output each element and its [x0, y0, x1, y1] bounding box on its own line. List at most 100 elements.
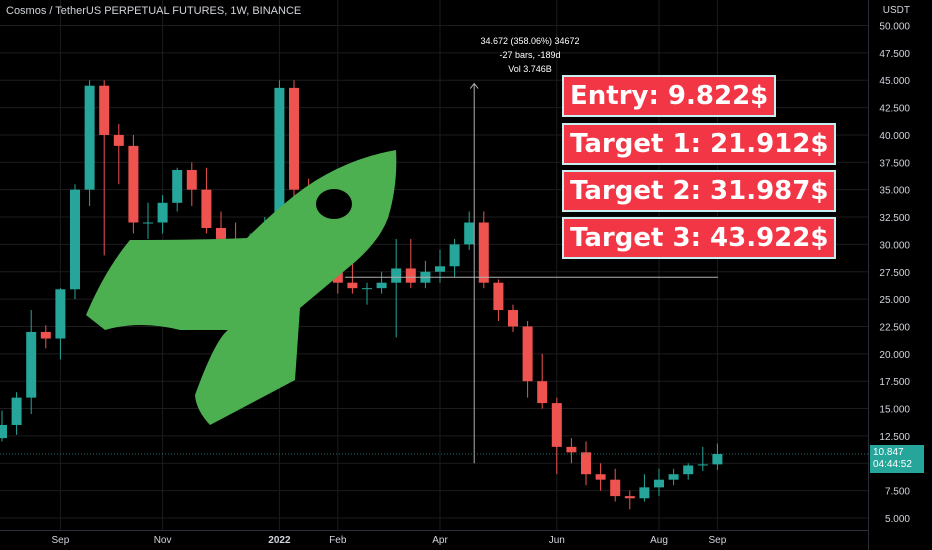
price-tick-label: 5.000 — [885, 514, 910, 525]
candle-body — [128, 145, 139, 223]
candle — [11, 392, 22, 435]
measure-label: 34.672 (358.06%) 34672 -27 bars, -189d V… — [468, 34, 592, 76]
candle — [157, 195, 168, 234]
candle-body — [449, 244, 460, 267]
candle — [55, 288, 66, 360]
candle — [522, 321, 533, 398]
measure-arrow-head — [469, 82, 479, 89]
candle-body — [537, 381, 548, 404]
time-tick-label: Feb — [329, 535, 347, 546]
candle-body — [40, 331, 51, 339]
price-tick-label: 50.000 — [879, 22, 910, 33]
time-tick-label: Nov — [154, 535, 172, 546]
candle — [420, 260, 431, 289]
candle-body — [391, 268, 402, 283]
candle-body — [26, 331, 37, 398]
candle-body — [697, 464, 708, 466]
price-tick-label: 40.000 — [879, 131, 910, 142]
candle — [566, 438, 577, 464]
candle — [683, 463, 694, 480]
candle — [186, 162, 197, 207]
time-tick-label: 2022 — [268, 535, 291, 546]
candle — [201, 167, 212, 234]
candle — [362, 282, 372, 305]
candle-body — [610, 479, 621, 497]
candle — [595, 463, 606, 491]
price-tick-label: 15.000 — [879, 405, 910, 416]
candle-body — [712, 454, 723, 465]
candle — [70, 184, 80, 300]
price-tick-label: 20.000 — [879, 350, 910, 361]
candle — [697, 446, 708, 471]
time-axis[interactable]: Sep Nov 2022 Feb Apr Jun Aug Sep — [0, 530, 868, 547]
candle — [449, 238, 460, 278]
candle-body — [172, 169, 183, 203]
candle-body — [55, 289, 66, 339]
candle-body — [84, 85, 95, 190]
price-tick-label: 37.500 — [879, 158, 910, 169]
entry-callout: Entry: 9.822$ — [562, 75, 777, 117]
symbol-title: Cosmos / TetherUS PERPETUAL FUTURES, 1W,… — [6, 5, 302, 17]
candle — [624, 490, 635, 510]
candle-body — [186, 169, 197, 190]
candle-body — [566, 446, 577, 453]
time-tick-label: Jun — [549, 535, 565, 546]
candle-body — [274, 87, 285, 239]
candle-body — [376, 282, 387, 289]
target-1-callout: Target 1: 21.912$ — [562, 123, 837, 165]
candle-body — [464, 222, 475, 245]
last-price-value: 10.847 — [873, 447, 904, 458]
candle-body — [551, 403, 562, 447]
candle — [172, 167, 183, 212]
candle-body — [289, 87, 299, 190]
candle-body — [683, 465, 694, 475]
time-tick-label: Sep — [52, 535, 70, 546]
candle — [99, 80, 110, 256]
candle-body — [70, 189, 80, 290]
measure-volume: Vol 3.746B — [508, 64, 552, 74]
rocket-icon — [86, 150, 397, 425]
target-3-callout: Target 3: 43.922$ — [562, 217, 837, 259]
candle — [0, 410, 7, 442]
candle — [113, 124, 124, 185]
candle — [478, 211, 489, 289]
candle-body — [11, 397, 22, 425]
candle — [668, 468, 679, 486]
candle-body — [405, 268, 416, 283]
candle — [391, 238, 402, 338]
price-tick-label: 25.000 — [879, 295, 910, 306]
candle — [128, 134, 139, 234]
candle — [376, 271, 387, 294]
measure-price-change: 34.672 (358.06%) 34672 — [480, 36, 580, 46]
candle — [508, 304, 518, 332]
price-tick-label: 7.500 — [885, 487, 910, 498]
candle — [435, 249, 445, 283]
price-tick-label: 27.500 — [879, 268, 910, 279]
candle-body — [0, 424, 7, 439]
bar-countdown: 04:44:52 — [873, 459, 912, 470]
price-tick-label: 22.500 — [879, 322, 910, 333]
candle-body — [143, 222, 153, 224]
candle-body — [435, 266, 445, 272]
candle — [610, 468, 621, 502]
candle-body — [478, 222, 489, 283]
candle-body — [493, 282, 504, 311]
price-tick-label: 12.500 — [879, 432, 910, 443]
candle-body — [347, 282, 358, 289]
candle-body — [157, 202, 168, 223]
candle — [143, 202, 153, 239]
price-tick-label: 47.500 — [879, 49, 910, 60]
candle-body — [362, 288, 372, 290]
candle-body — [595, 474, 606, 480]
candle-body — [624, 496, 635, 499]
time-tick-label: Apr — [432, 535, 448, 546]
candle — [537, 353, 548, 409]
candle — [712, 443, 723, 470]
candle-body — [99, 85, 110, 135]
price-tick-label: 45.000 — [879, 76, 910, 87]
candle — [654, 468, 664, 497]
measure-bars-range: -27 bars, -189d — [499, 50, 561, 60]
candle — [405, 238, 416, 289]
time-tick-label: Sep — [709, 535, 727, 546]
